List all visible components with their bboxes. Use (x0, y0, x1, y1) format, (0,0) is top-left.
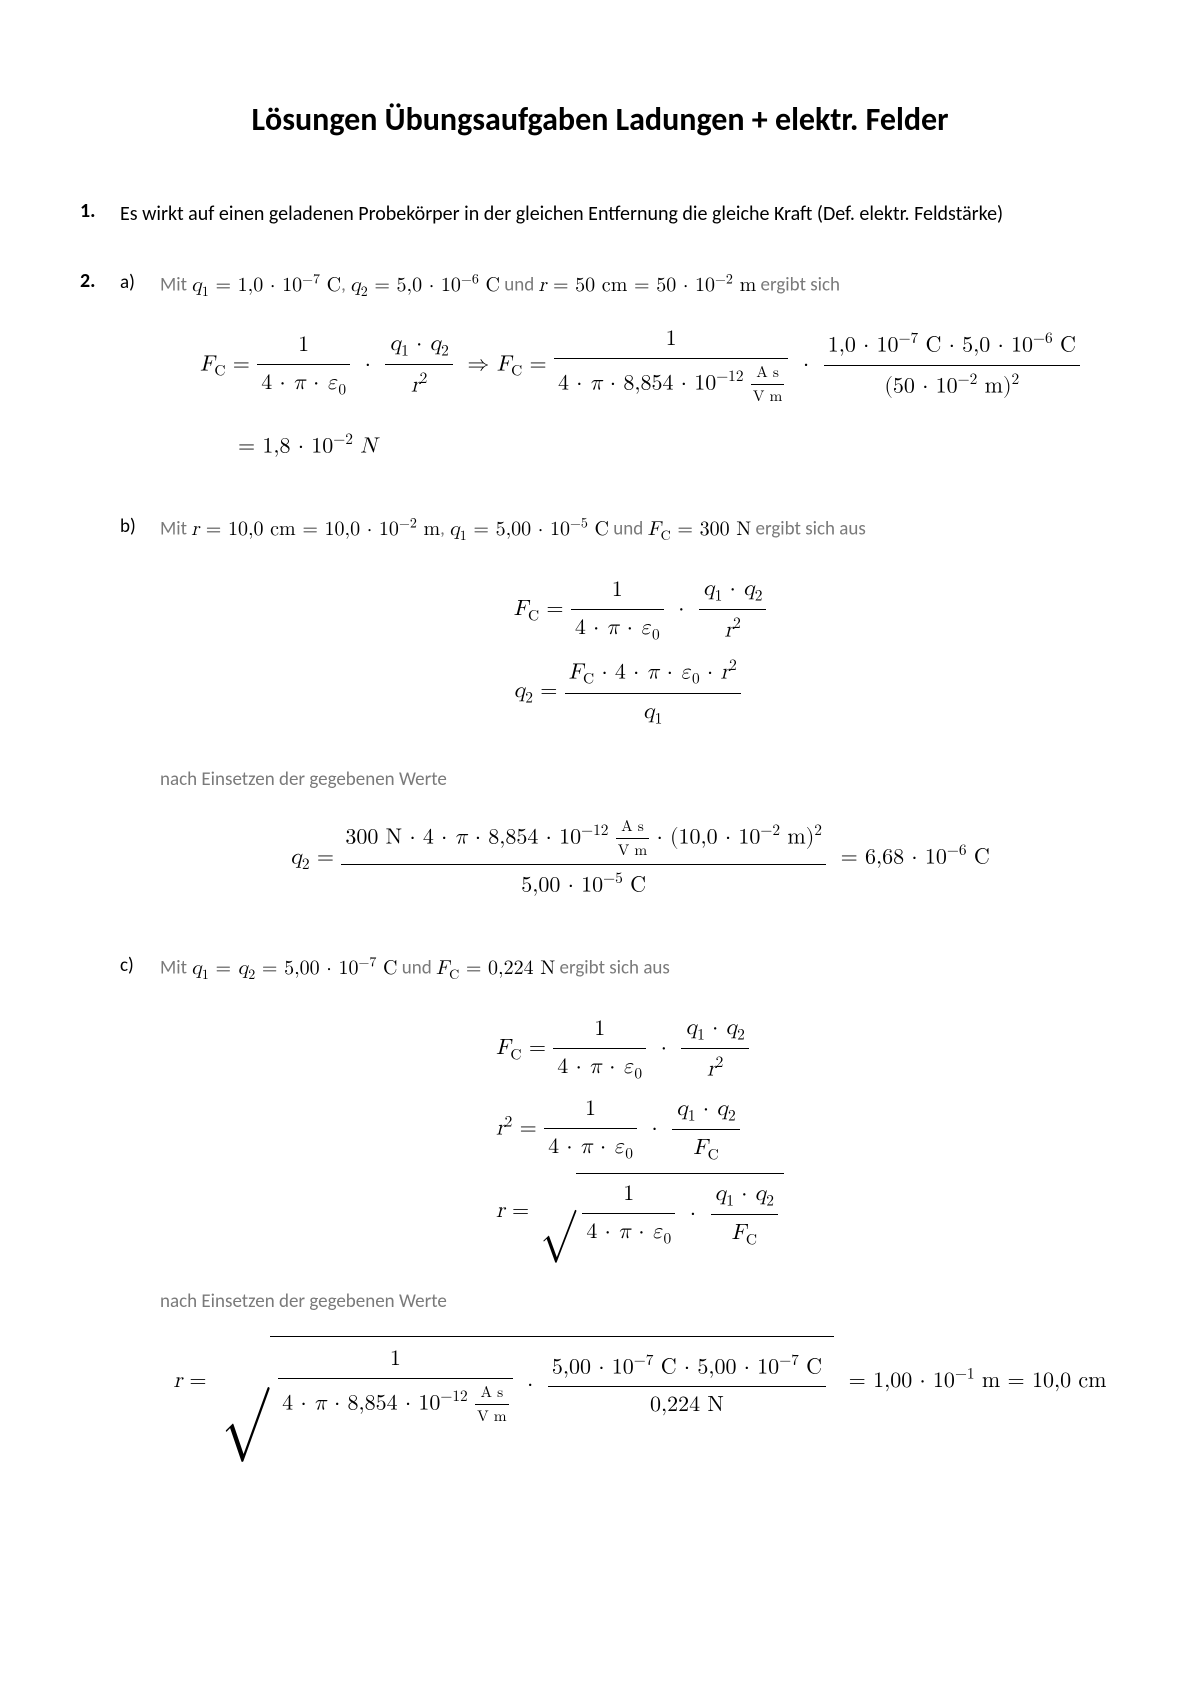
subitem-2b: b) Mit r = 10,0 cm = 10,0 · 10−2 m, q1 =… (120, 513, 1120, 922)
text-mit-c: Mit (160, 957, 191, 980)
page: Lösungen Übungsaufgaben Ladungen + elekt… (0, 0, 1200, 1598)
math-r-b: r = 10,0 cm = 10,0 · 10−2 m (191, 519, 440, 539)
equation-2a-1: FC = 14 · π · ε0 · q1 · q2r2 ⇒ FC = 14 ·… (160, 323, 1120, 408)
text-ergibt: ergibt sich (756, 274, 840, 297)
line-2b-intro: Mit r = 10,0 cm = 10,0 · 10−2 m, q1 = 5,… (160, 513, 1120, 547)
math-q2: q2 = 5,0 · 10−6 C (350, 275, 500, 295)
math-q12-c: q1 = q2 = 5,00 · 10−7 C (191, 958, 397, 978)
subitem-2a-body: Mit q1 = 1,0 · 10−7 C, q2 = 5,0 · 10−6 C… (160, 269, 1120, 483)
text-und: und (500, 274, 539, 297)
equation-2b-2: q2 = 300 N · 4 · π · 8,854 · 10−12 A sV … (160, 815, 1120, 903)
equation-2b-1: FC = 14 · π · ε0 · q1 · q2r2 q2 = FC · 4… (160, 567, 1120, 736)
item-1-body: Es wirkt auf einen geladenen Probekörper… (120, 199, 1120, 229)
subitem-2c-label: c) (120, 952, 160, 1448)
text-und-b: und (609, 518, 648, 541)
math-fc-b: FC = 300 N (648, 519, 752, 539)
page-title: Lösungen Übungsaufgaben Ladungen + elekt… (80, 100, 1120, 139)
subitem-2b-body: Mit r = 10,0 cm = 10,0 · 10−2 m, q1 = 5,… (160, 513, 1120, 922)
text-comma-b: , (440, 518, 449, 541)
item-2-number: 2. (80, 269, 120, 1478)
item-2: 2. a) Mit q1 = 1,0 · 10−7 C, q2 = 5,0 · … (80, 269, 1120, 1478)
text-mit: Mit (160, 274, 191, 297)
text-nach-c: nach Einsetzen der gegebenen Werte (160, 1288, 1120, 1317)
text-comma: , (341, 274, 350, 297)
subitem-2b-label: b) (120, 513, 160, 922)
subitem-2a-label: a) (120, 269, 160, 483)
text-nach-b: nach Einsetzen der gegebenen Werte (160, 766, 1120, 795)
subitem-2c: c) Mit q1 = q2 = 5,00 · 10−7 C und FC = … (120, 952, 1120, 1448)
equation-2c-1: FC = 14 · π · ε0 · q1 · q2r2 r2 = 14 · π… (160, 1006, 1120, 1258)
item-1: 1. Es wirkt auf einen geladenen Probekör… (80, 199, 1120, 229)
math-q1-b: q1 = 5,00 · 10−5 C (449, 519, 609, 539)
math-r: r = 50 cm = 50 · 10−2 m (538, 275, 756, 295)
item-1-number: 1. (80, 199, 120, 229)
subitem-2c-body: Mit q1 = q2 = 5,00 · 10−7 C und FC = 0,2… (160, 952, 1120, 1448)
line-2a-intro: Mit q1 = 1,0 · 10−7 C, q2 = 5,0 · 10−6 C… (160, 269, 1120, 303)
item-2-body: a) Mit q1 = 1,0 · 10−7 C, q2 = 5,0 · 10−… (120, 269, 1120, 1478)
text-ergibt-b: ergibt sich aus (751, 518, 866, 541)
equation-2a-2: = 1,8 · 10−2 N (160, 428, 1120, 463)
text-und-c: und (397, 957, 436, 980)
subitem-2a: a) Mit q1 = 1,0 · 10−7 C, q2 = 5,0 · 10−… (120, 269, 1120, 483)
line-2c-intro: Mit q1 = q2 = 5,00 · 10−7 C und FC = 0,2… (160, 952, 1120, 986)
equation-2c-2: r = √ 14 · π · 8,854 · 10−12 A sV m · 5,… (160, 1336, 1120, 1428)
math-q1: q1 = 1,0 · 10−7 C (191, 275, 341, 295)
text-mit-b: Mit (160, 518, 191, 541)
math-fc-c: FC = 0,224 N (436, 958, 555, 978)
text-ergibt-c: ergibt sich aus (555, 957, 670, 980)
